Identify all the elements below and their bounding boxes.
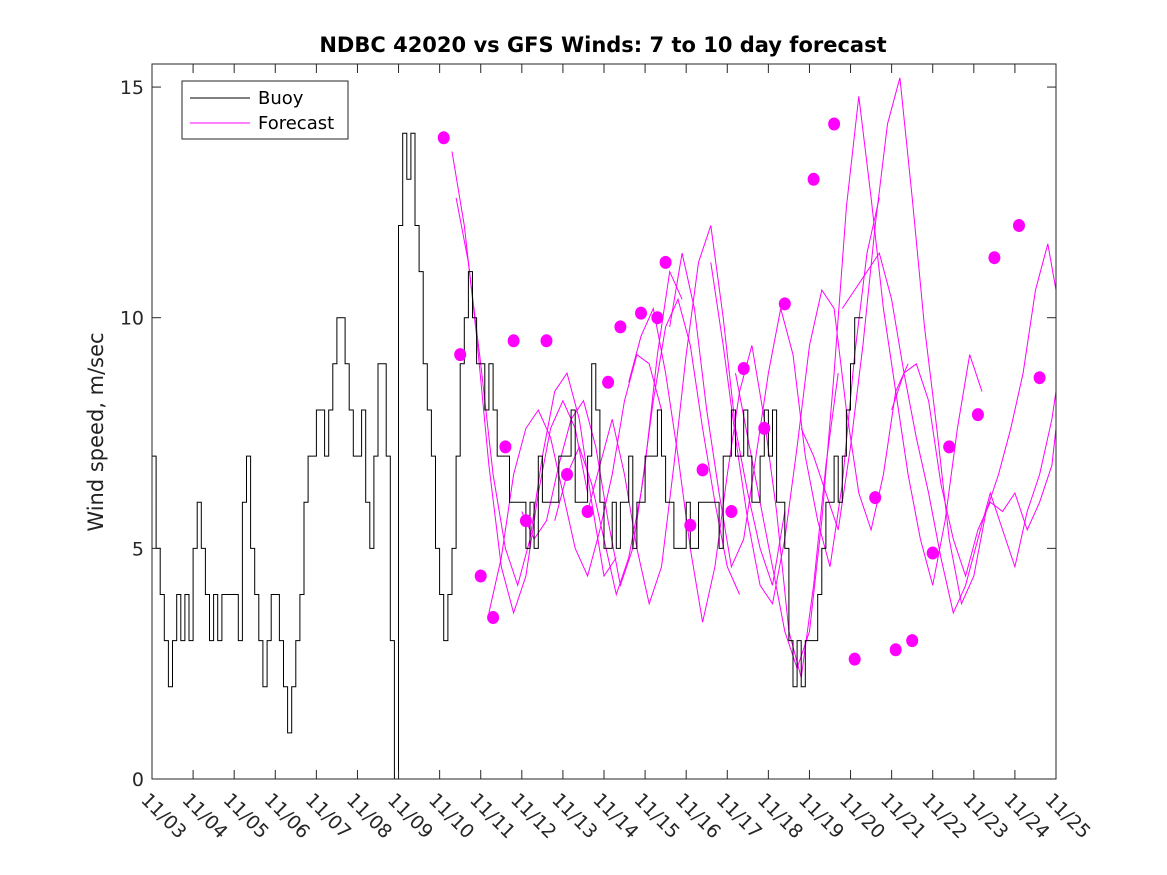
- forecast-marker: [499, 440, 512, 454]
- forecast-marker: [437, 131, 450, 145]
- chart-title: NDBC 42020 vs GFS Winds: 7 to 10 day for…: [319, 33, 886, 57]
- forecast-series-9: [710, 262, 909, 605]
- forecast-marker: [561, 468, 573, 481]
- forecast-marker: [758, 421, 771, 435]
- forecast-marker: [581, 505, 594, 518]
- y-tick-label: 0: [132, 769, 144, 791]
- legend-forecast-label: Forecast: [258, 113, 334, 134]
- forecast-marker: [906, 634, 919, 648]
- forecast-marker: [474, 569, 487, 583]
- forecast-marker: [507, 334, 520, 348]
- forecast-series-4: [521, 269, 683, 588]
- y-axis-label: Wind speed, m/sec: [84, 332, 108, 531]
- forecast-marker: [1013, 219, 1025, 232]
- forecast-marker: [540, 334, 553, 348]
- forecast-marker: [659, 255, 672, 269]
- forecast-marker: [651, 311, 664, 325]
- forecast-marker: [614, 320, 627, 334]
- forecast-series-8: [669, 197, 880, 569]
- forecast-marker: [1033, 371, 1046, 385]
- forecast-marker: [454, 348, 467, 362]
- forecast-marker: [487, 611, 500, 624]
- forecast-series-6: [587, 225, 786, 606]
- forecast-marker: [988, 251, 1001, 265]
- forecast-marker: [737, 362, 750, 375]
- y-tick-label: 5: [132, 538, 144, 560]
- forecast-series-12: [841, 251, 1057, 615]
- forecast-series-13: [891, 362, 1057, 578]
- forecast-marker: [635, 306, 647, 320]
- y-tick-label: 15: [120, 77, 144, 99]
- forecast-marker: [807, 172, 820, 186]
- forecast-marker: [519, 514, 532, 528]
- forecast-series-7: [628, 306, 839, 678]
- forecast-marker: [684, 518, 697, 532]
- forecast-marker: [696, 463, 709, 477]
- buoy-series-line: [152, 132, 863, 780]
- forecast-marker: [778, 297, 791, 311]
- forecast-series-10: [735, 96, 983, 670]
- forecast-marker: [848, 652, 861, 666]
- forecast-series-11: [800, 77, 1057, 606]
- legend-box: [181, 80, 349, 140]
- forecast-marker: [889, 643, 902, 657]
- forecast-marker: [869, 491, 882, 505]
- forecast-marker: [828, 117, 841, 131]
- forecast-marker: [602, 375, 615, 389]
- legend-buoy-label: Buoy: [258, 88, 304, 109]
- plot-area: [152, 77, 1057, 780]
- forecast-marker: [943, 440, 956, 454]
- forecast-series-5: [554, 297, 741, 597]
- forecast-series-2: [455, 197, 617, 588]
- forecast-marker: [725, 505, 738, 518]
- forecast-series-3: [488, 353, 662, 614]
- forecast-marker: [926, 546, 939, 560]
- y-tick-label: 10: [120, 308, 144, 330]
- legend: Buoy Forecast: [181, 80, 349, 140]
- forecast-marker: [971, 408, 984, 422]
